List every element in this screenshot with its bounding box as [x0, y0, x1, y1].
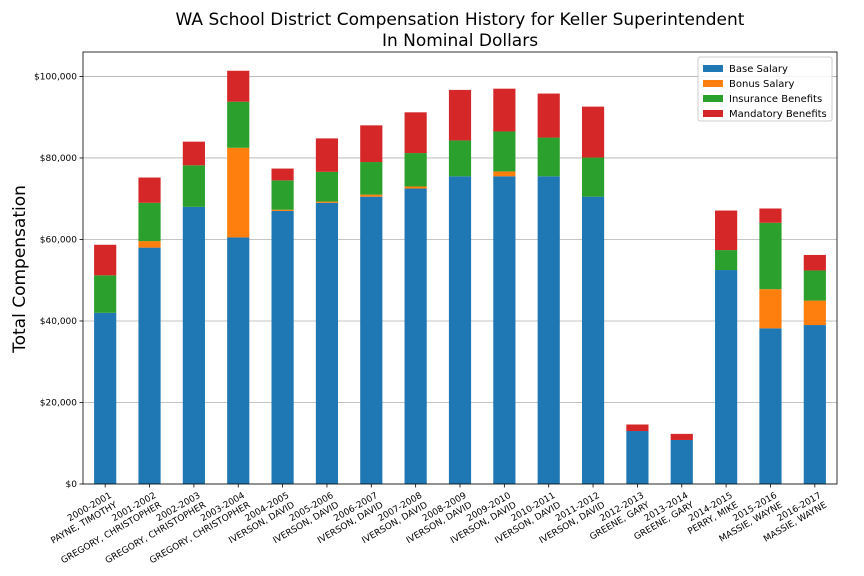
bar-segment-base-salary: [227, 237, 250, 484]
bar-segment-insurance-benefits: [315, 171, 339, 202]
bar-segment-bonus-salary: [803, 300, 826, 326]
bar-segment-insurance-benefits: [94, 275, 117, 313]
bar-segment-base-salary: [360, 196, 383, 484]
y-tick-label: $60,000: [40, 235, 77, 245]
bar-segment-base-salary: [670, 439, 693, 484]
bar-segment-base-salary: [271, 210, 294, 484]
y-tick-label: $20,000: [40, 398, 77, 408]
bar-segment-insurance-benefits: [138, 202, 161, 242]
bar-segment-mandatory-benefits: [581, 106, 605, 158]
bar-segment-mandatory-benefits: [670, 433, 693, 440]
bar-segment-insurance-benefits: [448, 140, 472, 177]
bar-segment-bonus-salary: [360, 194, 383, 197]
bar-segment-insurance-benefits: [537, 137, 560, 177]
bar-segment-base-salary: [581, 196, 605, 484]
bar-segment-mandatory-benefits: [404, 112, 427, 154]
y-axis-label: Total Compensation: [10, 185, 30, 354]
bar-segment-base-salary: [182, 206, 205, 484]
legend-swatch: [703, 110, 723, 117]
bar-segment-insurance-benefits: [581, 157, 605, 197]
bar-segment-mandatory-benefits: [626, 424, 649, 432]
bar-segment-insurance-benefits: [227, 101, 250, 148]
bar-segment-mandatory-benefits: [94, 244, 117, 276]
chart-title-line1: WA School District Compensation History …: [176, 10, 745, 30]
bar-segment-insurance-benefits: [493, 131, 516, 172]
bar-segment-base-salary: [626, 431, 649, 484]
bar-segment-mandatory-benefits: [182, 141, 205, 166]
bar-segment-mandatory-benefits: [715, 210, 738, 251]
bar-segment-base-salary: [315, 202, 339, 484]
legend-label: Insurance Benefits: [729, 94, 822, 105]
bar-segment-base-salary: [448, 176, 472, 484]
legend-label: Base Salary: [729, 64, 788, 75]
bar-segment-insurance-benefits: [715, 250, 738, 271]
bar-segment-insurance-benefits: [360, 162, 383, 195]
bar-segment-mandatory-benefits: [227, 70, 250, 102]
bar-segment-bonus-salary: [227, 147, 250, 238]
bar-segment-insurance-benefits: [404, 153, 427, 187]
legend-box: [697, 56, 833, 122]
bars: [94, 70, 826, 484]
bar-segment-mandatory-benefits: [493, 88, 516, 132]
legend-label: Bonus Salary: [729, 79, 795, 90]
bar-segment-base-salary: [493, 176, 516, 484]
bar-segment-bonus-salary: [404, 186, 427, 189]
bar-segment-bonus-salary: [138, 241, 161, 248]
legend-label: Mandatory Benefits: [729, 109, 827, 120]
bar-segment-mandatory-benefits: [759, 208, 782, 223]
bar-segment-bonus-salary: [315, 201, 339, 203]
bar-segment-insurance-benefits: [271, 180, 294, 210]
bar-segment-mandatory-benefits: [271, 168, 294, 181]
plot-frame: [82, 51, 838, 485]
chart-title-line2: In Nominal Dollars: [382, 31, 538, 51]
bar-segment-bonus-salary: [759, 289, 782, 329]
bar-segment-mandatory-benefits: [537, 93, 560, 138]
y-tick-label: $80,000: [40, 154, 77, 164]
bar-segment-insurance-benefits: [759, 222, 782, 290]
bar-segment-mandatory-benefits: [448, 89, 472, 141]
bar-segment-bonus-salary: [271, 209, 294, 211]
bar-segment-mandatory-benefits: [360, 125, 383, 163]
bar-segment-base-salary: [537, 176, 560, 484]
bar-segment-mandatory-benefits: [803, 254, 826, 271]
bar-segment-base-salary: [138, 247, 161, 484]
bar-segment-insurance-benefits: [182, 165, 205, 207]
bar-segment-mandatory-benefits: [315, 138, 339, 172]
bar-segment-base-salary: [715, 270, 738, 484]
legend-swatch: [703, 80, 723, 87]
bar-segment-bonus-salary: [493, 171, 516, 177]
bar-segment-mandatory-benefits: [138, 177, 161, 203]
y-tick-label: $40,000: [40, 317, 77, 327]
bar-segment-base-salary: [759, 328, 782, 484]
bar-segment-base-salary: [404, 188, 427, 484]
legend-swatch: [703, 95, 723, 102]
y-tick-label: $100,000: [34, 72, 77, 82]
legend-swatch: [703, 65, 723, 72]
y-tick-label: $0: [66, 480, 78, 490]
bar-segment-base-salary: [94, 312, 117, 484]
bar-segment-base-salary: [803, 325, 826, 484]
bar-segment-insurance-benefits: [803, 270, 826, 301]
legend: Base Salary Bonus Salary Insurance Benefit…: [697, 56, 833, 122]
